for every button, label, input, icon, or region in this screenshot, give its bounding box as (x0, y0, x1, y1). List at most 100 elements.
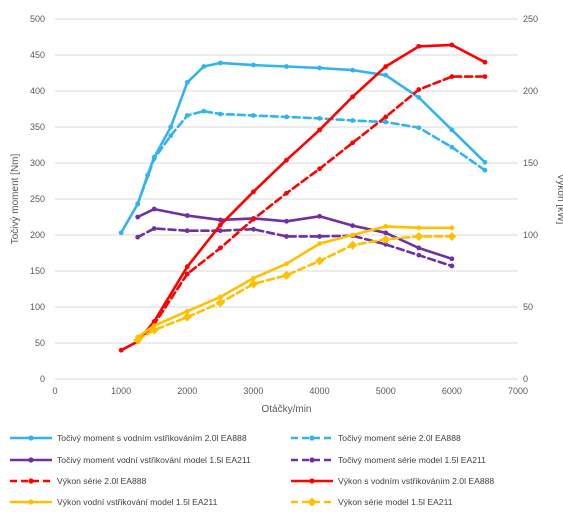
data-point (350, 223, 356, 229)
y-axis-left-title: Točivý moment [Nm] (10, 153, 21, 244)
data-point (217, 245, 223, 251)
data-point (449, 42, 455, 48)
data-point (381, 234, 391, 244)
data-point (151, 156, 157, 162)
data-point (168, 124, 174, 130)
legend-label: Výkon vodní vstřikování model 1.5l EA211 (57, 497, 218, 507)
data-point (449, 256, 455, 262)
data-point (182, 312, 192, 322)
data-point (282, 270, 291, 280)
data-point (416, 245, 422, 251)
data-point (317, 115, 322, 121)
y-right-tick-label: 50 (523, 302, 533, 312)
data-point (118, 230, 124, 236)
data-point (251, 226, 256, 232)
data-point (416, 252, 422, 258)
gridlines (55, 18, 518, 380)
data-point (383, 64, 389, 69)
data-point (383, 119, 389, 125)
data-point (251, 275, 256, 281)
legend-entry: Točivý moment vodní vstřikování model 1.… (10, 455, 251, 465)
legend-entry: Výkon série model 1.5l EA211 (291, 497, 453, 507)
data-point (284, 261, 289, 267)
data-point (135, 214, 141, 220)
data-point (383, 241, 389, 247)
legend-marker (309, 478, 315, 484)
series-line (136, 75, 487, 343)
data-point (184, 308, 190, 314)
data-point (251, 113, 256, 118)
legend-entry: Výkon vodní vstřikování model 1.5l EA211 (10, 497, 218, 507)
data-point (217, 60, 223, 66)
data-point (284, 190, 289, 196)
legend-marker (28, 435, 34, 441)
legend-label: Točivý moment vodní vstřikování model 1.… (57, 455, 251, 465)
legend-entry: Točivý moment s vodním vstřikováním 2.0l… (10, 433, 247, 443)
data-point (348, 240, 358, 250)
data-point (416, 87, 422, 92)
data-point (217, 111, 223, 117)
data-point (251, 216, 256, 222)
data-point (416, 95, 422, 100)
data-point (447, 231, 457, 241)
y-left-tick-label: 250 (30, 194, 45, 204)
legend-marker (28, 478, 34, 484)
data-point (151, 226, 157, 231)
x-tick-label: 3000 (243, 386, 263, 396)
y-left-tick-label: 450 (30, 50, 45, 60)
data-point (350, 140, 356, 146)
legend-entry: Výkon série 2.0l EA888 (10, 476, 147, 486)
data-point (201, 108, 207, 114)
data-point (135, 234, 141, 240)
data-point (118, 347, 124, 353)
data-point (151, 319, 157, 324)
data-point (184, 113, 190, 118)
y-right-tick-label: 200 (523, 86, 538, 96)
legend-marker (28, 499, 34, 505)
data-point (350, 118, 356, 123)
series-line (136, 235, 454, 342)
data-point (383, 223, 389, 229)
legend-label: Výkon s vodním vstřikováním 2.0l EA888 (338, 476, 494, 486)
legend-label: Točivý moment série model 1.5l EA211 (338, 455, 486, 465)
legend-label: Výkon série 2.0l EA888 (57, 476, 147, 486)
series-3 (135, 206, 455, 262)
y-left-tick-label: 200 (30, 230, 45, 240)
legend: Točivý moment s vodním vstřikováním 2.0l… (10, 433, 494, 507)
y-left-tick-label: 100 (30, 302, 45, 312)
y-axis-right-title: Výkon [kW] (555, 174, 563, 225)
legend-marker (307, 497, 317, 507)
legend-label: Točivý moment s vodním vstřikováním 2.0l… (57, 433, 247, 443)
legend-marker (309, 457, 315, 463)
data-point (217, 294, 223, 300)
data-point (416, 225, 422, 231)
legend-label: Točivý moment série 2.0l EA888 (338, 433, 461, 443)
x-tick-label: 5000 (376, 386, 396, 396)
data-point (284, 234, 289, 239)
series-line (136, 207, 454, 261)
data-point (184, 79, 190, 85)
data-point (184, 228, 190, 234)
legend-entry: Točivý moment série model 1.5l EA211 (291, 455, 486, 465)
data-point (201, 64, 207, 69)
x-axis-title: Otáčky/min (261, 404, 311, 415)
data-point (350, 94, 356, 100)
data-point (449, 225, 455, 231)
legend-marker (28, 457, 34, 463)
data-point (151, 206, 157, 212)
y-right-tick-label: 250 (523, 14, 538, 24)
data-point (217, 222, 223, 228)
data-point (317, 241, 322, 247)
data-point (184, 264, 190, 270)
series-1 (118, 60, 488, 236)
data-point (449, 127, 455, 133)
y-left-tick-label: 50 (35, 338, 45, 348)
y-left-tick-label: 0 (40, 374, 45, 384)
data-point (251, 62, 256, 68)
data-point (215, 298, 225, 308)
data-point (350, 67, 356, 73)
x-tick-label: 7000 (508, 386, 528, 396)
data-point (482, 167, 488, 173)
